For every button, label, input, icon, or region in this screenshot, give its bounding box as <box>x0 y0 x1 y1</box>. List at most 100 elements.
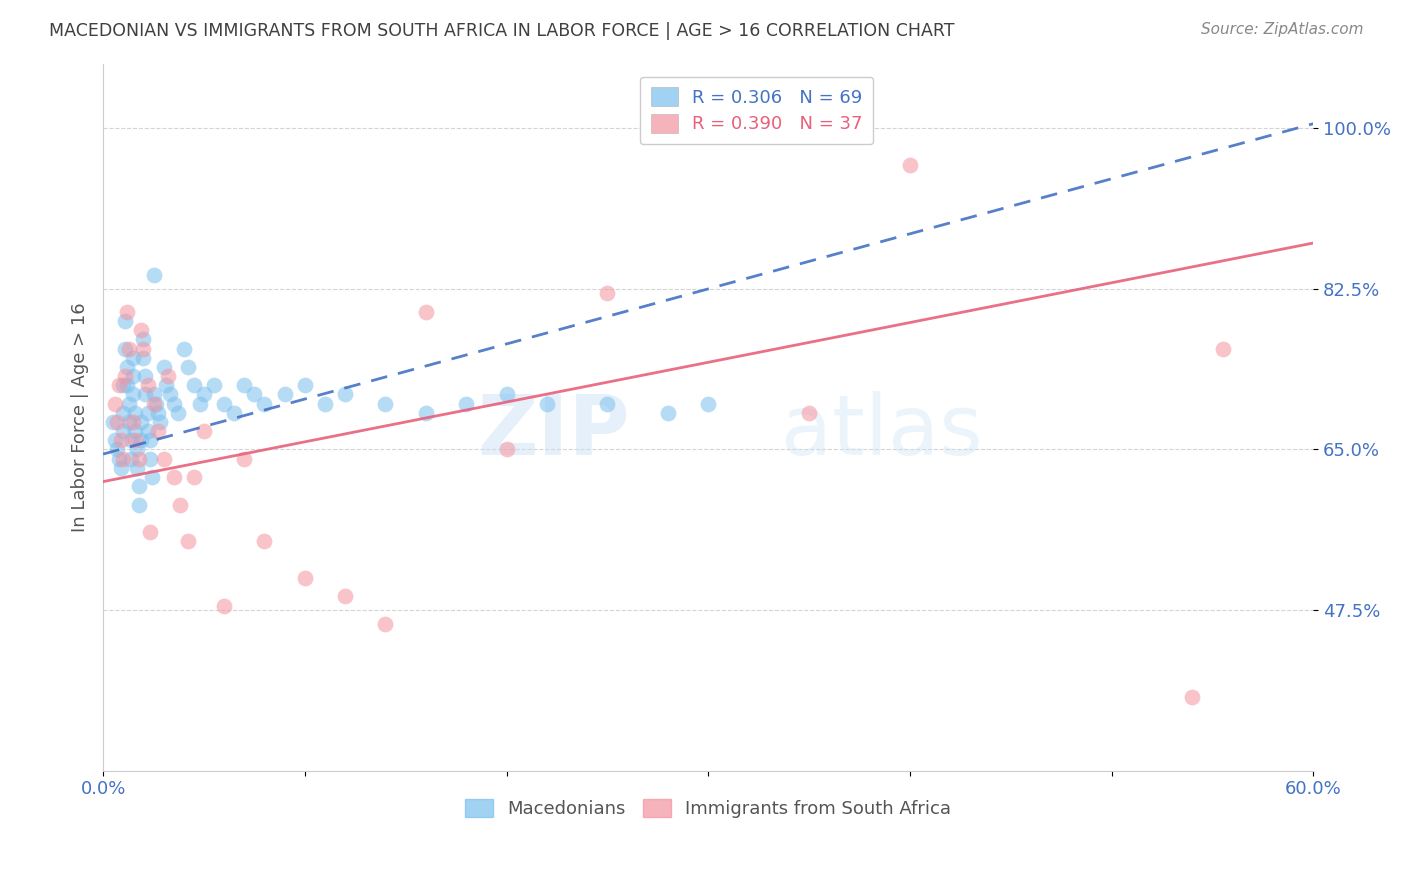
Point <box>142 396 165 410</box>
Point <box>112 424 135 438</box>
Point <box>657 406 679 420</box>
Point <box>112 451 135 466</box>
Point <box>134 387 156 401</box>
Point <box>138 451 160 466</box>
Point <box>117 305 139 319</box>
Point <box>110 434 132 448</box>
Point <box>163 396 186 410</box>
Point <box>183 378 205 392</box>
Point <box>156 369 179 384</box>
Point <box>177 534 200 549</box>
Point <box>118 396 141 410</box>
Point <box>193 387 215 401</box>
Point <box>243 387 266 401</box>
Point <box>193 424 215 438</box>
Point <box>114 369 136 384</box>
Point <box>134 369 156 384</box>
Legend: Macedonians, Immigrants from South Africa: Macedonians, Immigrants from South Afric… <box>458 791 957 825</box>
Point <box>697 396 720 410</box>
Point <box>1211 342 1233 356</box>
Point <box>120 451 142 466</box>
Text: MACEDONIAN VS IMMIGRANTS FROM SOUTH AFRICA IN LABOR FORCE | AGE > 16 CORRELATION: MACEDONIAN VS IMMIGRANTS FROM SOUTH AFRI… <box>49 22 955 40</box>
Point <box>169 498 191 512</box>
Point <box>128 479 150 493</box>
Point <box>333 590 356 604</box>
Point <box>104 434 127 448</box>
Point <box>898 158 921 172</box>
Point <box>142 268 165 282</box>
Point <box>212 396 235 410</box>
Point <box>131 415 153 429</box>
Point <box>183 470 205 484</box>
Point <box>131 434 153 448</box>
Point <box>294 378 316 392</box>
Point <box>114 314 136 328</box>
Point <box>136 378 159 392</box>
Point <box>233 378 256 392</box>
Point <box>253 396 276 410</box>
Point <box>104 396 127 410</box>
Point <box>108 451 131 466</box>
Point <box>117 378 139 392</box>
Point <box>122 415 145 429</box>
Point <box>117 359 139 374</box>
Point <box>132 332 155 346</box>
Point <box>415 406 437 420</box>
Point <box>138 434 160 448</box>
Point <box>374 396 396 410</box>
Point <box>138 525 160 540</box>
Point <box>136 424 159 438</box>
Point <box>596 286 619 301</box>
Point <box>132 351 155 365</box>
Point <box>114 342 136 356</box>
Point <box>108 378 131 392</box>
Point <box>136 406 159 420</box>
Point <box>127 460 149 475</box>
Point <box>146 424 169 438</box>
Point <box>145 396 167 410</box>
Point <box>112 378 135 392</box>
Point <box>124 424 146 438</box>
Text: Source: ZipAtlas.com: Source: ZipAtlas.com <box>1201 22 1364 37</box>
Point <box>127 442 149 457</box>
Point <box>118 342 141 356</box>
Point <box>152 359 174 374</box>
Point <box>124 406 146 420</box>
Point <box>149 415 172 429</box>
Text: ZIP: ZIP <box>477 391 630 472</box>
Point <box>212 599 235 613</box>
Point <box>132 342 155 356</box>
Point <box>152 451 174 466</box>
Point <box>105 415 128 429</box>
Y-axis label: In Labor Force | Age > 16: In Labor Force | Age > 16 <box>72 302 89 533</box>
Point <box>122 369 145 384</box>
Point <box>120 434 142 448</box>
Point <box>155 378 177 392</box>
Point <box>131 323 153 337</box>
Point <box>122 351 145 365</box>
Point <box>118 415 141 429</box>
Point <box>253 534 276 549</box>
Point <box>103 415 125 429</box>
Point <box>188 396 211 410</box>
Point <box>110 460 132 475</box>
Point <box>105 442 128 457</box>
Point <box>112 406 135 420</box>
Point <box>146 406 169 420</box>
Point <box>233 451 256 466</box>
Point <box>159 387 181 401</box>
Point <box>163 470 186 484</box>
Point <box>128 451 150 466</box>
Point <box>177 359 200 374</box>
Point <box>314 396 336 410</box>
Text: atlas: atlas <box>780 391 983 472</box>
Point <box>495 442 517 457</box>
Point <box>173 342 195 356</box>
Point <box>1181 690 1204 705</box>
Point <box>374 616 396 631</box>
Point <box>202 378 225 392</box>
Point <box>456 396 478 410</box>
Point <box>797 406 820 420</box>
Point <box>224 406 246 420</box>
Point <box>166 406 188 420</box>
